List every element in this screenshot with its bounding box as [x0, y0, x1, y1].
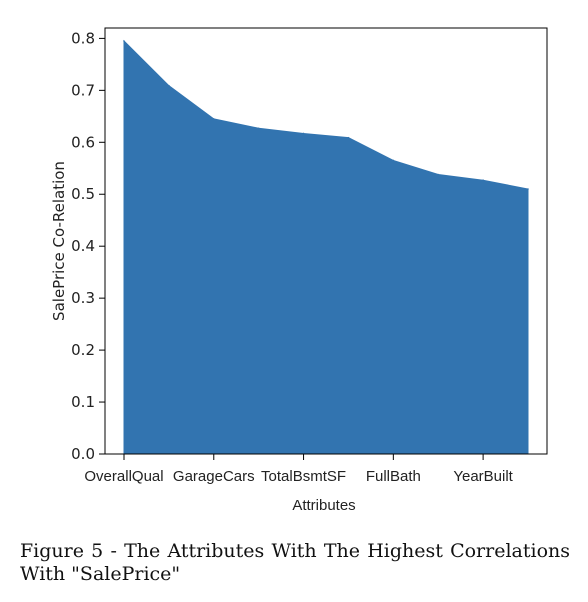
area-chart: 0.0 0.1 0.2 0.3 0.4 0.5 0.6 0.7 0.8 OverallQual G… [50, 27, 548, 514]
data-point [123, 40, 125, 42]
data-point [347, 136, 350, 139]
y-axis: 0.0 0.1 0.2 0.3 0.4 0.5 0.6 0.7 0.8 [71, 29, 105, 463]
y-tick-label: 0.3 [71, 289, 95, 307]
y-tick-label: 0.8 [71, 29, 95, 47]
area-series [123, 39, 529, 455]
plot-frame [104, 27, 548, 455]
data-point [212, 118, 215, 120]
y-tick-label: 0.4 [71, 237, 95, 255]
x-axis-label: Attributes [292, 497, 355, 514]
data-point [527, 188, 529, 190]
x-axis: OverallQual GarageCars TotalBsmtSF FullBath… [84, 454, 514, 485]
data-point [257, 127, 260, 130]
figure-caption: Figure 5 - The Attributes With The Highe… [20, 540, 570, 585]
x-tick-label: FullBath [366, 468, 421, 485]
y-tick-label: 0.0 [71, 445, 95, 463]
y-tick-label: 0.1 [71, 393, 95, 411]
y-tick-label: 0.7 [71, 81, 95, 99]
data-point [168, 84, 170, 87]
y-tick-label: 0.5 [71, 185, 95, 203]
data-point [437, 173, 440, 176]
x-tick-label: YearBuilt [453, 468, 513, 485]
plot-area [123, 39, 529, 455]
y-axis-label: SalePrice Co-Relation [50, 161, 68, 321]
y-tick-label: 0.2 [71, 341, 95, 359]
x-tick-label: GarageCars [173, 468, 255, 485]
data-point [392, 159, 395, 162]
y-tick-label: 0.6 [71, 133, 95, 151]
x-tick-label: OverallQual [84, 468, 163, 485]
data-point [302, 132, 305, 135]
data-point [482, 179, 484, 182]
x-tick-label: TotalBsmtSF [261, 468, 346, 485]
